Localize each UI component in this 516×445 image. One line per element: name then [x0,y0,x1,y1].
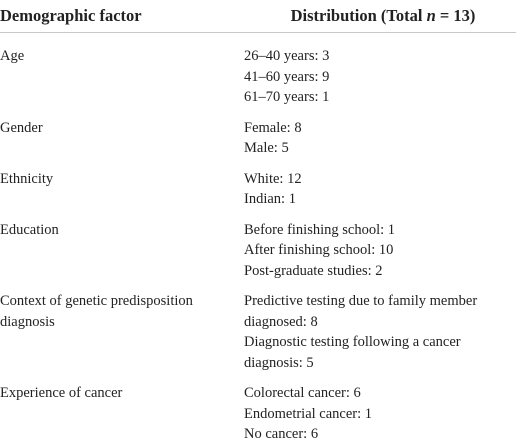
table-row: Age 26–40 years: 3 41–60 years: 9 61–70 yea… [0,36,516,108]
header-text: = 13) [435,5,476,25]
distribution-item: Colorectal cancer: 6 [244,385,361,401]
distribution-cell: 26–40 years: 3 41–60 years: 9 61–70 years:… [244,46,506,108]
header-italic: n [426,5,436,25]
distribution-item: Before finishing school: 1 [244,221,396,238]
distribution-cell: Predictive testing due to family member … [244,291,506,373]
distribution-item: Post-graduate studies: 2 [244,262,383,279]
header-cell: Distribution (Total n = 13) [244,6,516,27]
distribution-item: 41–60 years: 9 [244,68,330,85]
table-row: Experience of cancer Colorectal cancer: 6… [0,373,516,445]
factor-cell: Education [0,221,59,238]
distribution-item: Predictive testing due to family member … [244,293,478,330]
distribution-item: No cancer: 6 [244,426,319,442]
header-text: Distribution (Total [290,5,427,25]
distribution-item: 61–70 years: 1 [244,89,330,105]
distribution-item: Indian: 1 [244,191,296,207]
table-header: Demographic factor Distribution (Total n… [0,0,516,33]
distribution-item: 26–40 years: 3 [244,48,330,64]
header-cell: Demographic factor [0,5,142,25]
factor-cell: Age [0,48,25,64]
distribution-item: Male: 5 [244,140,289,156]
distribution-cell: White: 12 Indian: 1 [244,169,506,210]
distribution-cell: Before finishing school: 1 After finishin… [244,220,506,282]
factor-cell: Gender [0,119,43,136]
distribution-cell: Female: 8 Male: 5 [244,118,506,159]
distribution-cell: Colorectal cancer: 6 Endometrial cancer: … [244,383,506,445]
distribution-item: Diagnostic testing following a cancer di… [244,334,461,371]
table-row: Gender Female: 8 Male: 5 [0,108,516,159]
distribution-item: Female: 8 [244,119,302,136]
factor-cell: Experience of cancer [0,385,123,401]
distribution-item: White: 12 [244,170,302,187]
table-row: Ethnicity White: 12 Indian: 1 [0,159,516,210]
distribution-item: After finishing school: 10 [244,242,394,258]
factor-cell: Context of genetic predisposition diagno… [0,293,193,330]
table-row: Context of genetic predisposition diagno… [0,281,516,373]
table-row: Education Before finishing school: 1 After… [0,210,516,282]
factor-cell: Ethnicity [0,170,54,187]
table-body: Age 26–40 years: 3 41–60 years: 9 61–70 yea… [0,36,516,445]
distribution-item: Endometrial cancer: 1 [244,405,373,422]
